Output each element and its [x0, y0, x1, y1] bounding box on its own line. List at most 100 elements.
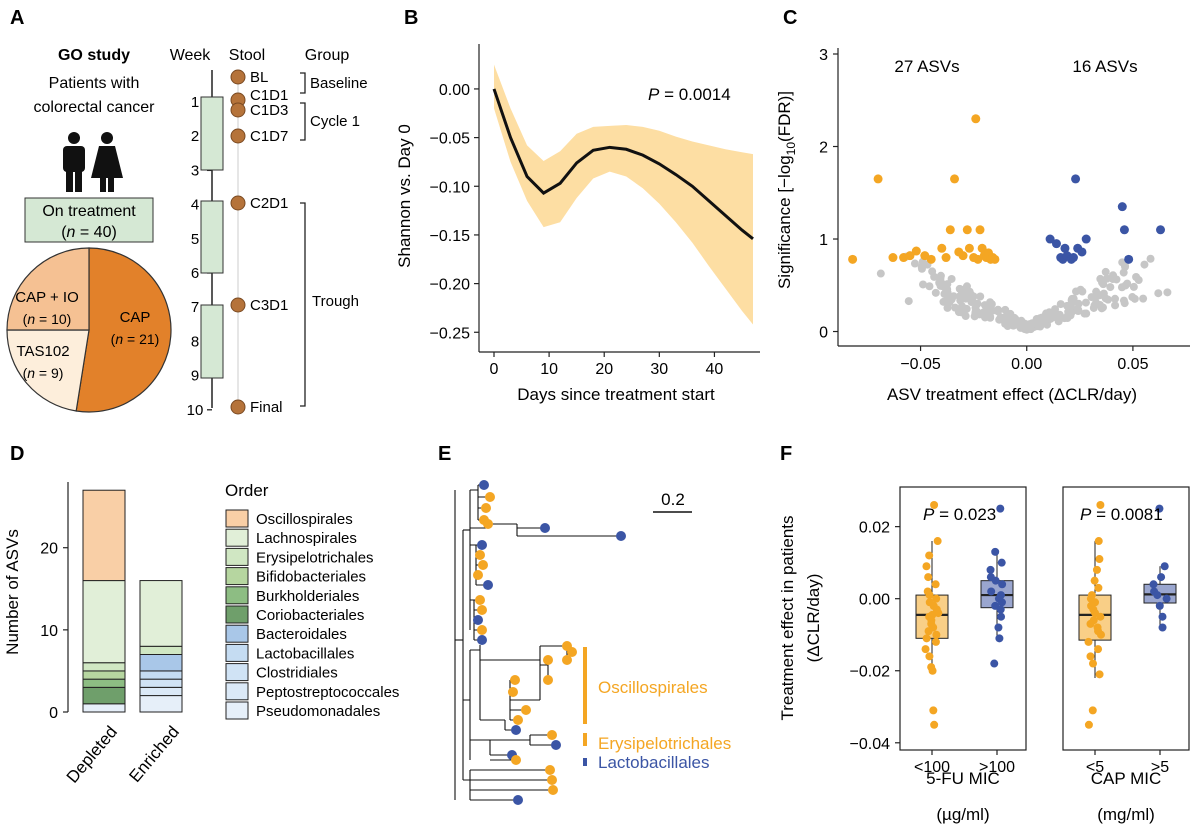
nonsignificant-point — [1101, 294, 1110, 303]
enriched-point — [1124, 254, 1134, 264]
depleted-point — [848, 254, 858, 264]
stool-sample — [230, 195, 246, 211]
week-label: 4 — [191, 197, 199, 214]
pie-slice-cap — [75, 247, 172, 413]
depleted-point — [958, 251, 968, 261]
data-point — [929, 706, 938, 715]
data-point — [932, 594, 941, 603]
tree-tip — [508, 687, 518, 697]
bar-segment — [139, 645, 183, 655]
y-tick-label: −0.02 — [850, 664, 891, 681]
bar-segment — [82, 662, 126, 672]
nonsignificant-point — [1109, 271, 1118, 280]
data-point — [1090, 576, 1099, 585]
nonsignificant-point — [957, 308, 966, 317]
axis-ticks: −0.05 0.00 0.05 0 1 2 3 — [819, 47, 1148, 373]
data-point — [921, 645, 930, 654]
tree-tip — [513, 795, 523, 805]
bar-segment — [139, 695, 183, 713]
nonsignificant-point — [1074, 299, 1083, 308]
data-point — [997, 612, 1006, 621]
y-tick-label: 0.02 — [859, 520, 890, 537]
enriched-point — [1156, 225, 1166, 235]
stool-sample — [230, 69, 246, 85]
data-point — [1097, 630, 1106, 639]
tree-tip — [521, 705, 531, 715]
clade-label-oscillospirales: Oscillospirales — [598, 678, 708, 697]
nonsignificant-point — [1056, 300, 1065, 309]
week-label: 6 — [191, 265, 199, 282]
nonsignificant-point — [973, 307, 982, 316]
pie-slice-cap-io — [6, 247, 90, 331]
panel-label-f: F — [780, 443, 792, 465]
y-tick-label: 10 — [40, 623, 58, 640]
data-point — [997, 558, 1006, 567]
data-point — [931, 637, 940, 646]
data-point — [924, 573, 933, 582]
stool-label: Final — [250, 399, 283, 416]
week-label: 10 — [187, 402, 204, 419]
nonsignificant-point — [943, 303, 952, 312]
enriched-asv-count: 16 ASVs — [1072, 57, 1137, 76]
nonsignificant-point — [1139, 294, 1148, 303]
enriched-point — [1077, 247, 1087, 257]
stacked-bar-chart: 0 10 20 — [40, 482, 183, 722]
data-point — [1158, 623, 1167, 632]
data-point — [1092, 565, 1101, 574]
data-point — [930, 720, 939, 729]
axis-ticks: 0 10 20 — [40, 541, 68, 722]
week-label: 2 — [191, 128, 199, 145]
depleted-point — [971, 114, 981, 124]
y-tick-label: 0.00 — [439, 82, 470, 99]
depleted-asv-count: 27 ASVs — [894, 57, 959, 76]
data-point — [1084, 720, 1093, 729]
x-tick-label: >100 — [979, 759, 1015, 776]
y-axis-label-b: Shannon vs. Day 0 — [395, 124, 414, 268]
bar-segment — [82, 703, 126, 713]
clade-label-erysipelotrichales: Erysipelotrichales — [598, 734, 731, 753]
data-point — [1084, 637, 1093, 646]
y-tick-label: 0 — [819, 325, 828, 342]
legend-label: Lactobacillales — [256, 645, 354, 662]
enriched-point — [1117, 202, 1127, 212]
depleted-point — [964, 243, 974, 253]
tree-tip — [483, 580, 493, 590]
week-label: 1 — [191, 94, 199, 111]
x-tick-label: 0.05 — [1117, 356, 1148, 373]
pie-label-cap: CAP — [120, 309, 151, 326]
y-tick-label: −0.20 — [430, 277, 471, 294]
nonsignificant-point — [1001, 312, 1010, 321]
tree-tip — [481, 503, 491, 513]
data-point — [1160, 562, 1169, 571]
x-tick-label: 40 — [706, 361, 724, 378]
bar-segment — [139, 670, 183, 680]
data-point — [998, 580, 1007, 589]
data-point — [986, 565, 995, 574]
nonsignificant-point — [1043, 309, 1052, 318]
bar-segment — [82, 686, 126, 705]
legend-label: Clostridiales — [256, 665, 338, 682]
tree-tip — [545, 765, 555, 775]
nonsignificant-point — [976, 292, 985, 301]
nonsignificant-point — [1111, 294, 1120, 303]
data-point — [1094, 537, 1103, 546]
tree-tip — [477, 635, 487, 645]
facet-frame — [899, 486, 1027, 751]
x-tick-label: 30 — [650, 361, 668, 378]
depleted-point — [888, 253, 898, 263]
pie-label-tas: TAS102 — [16, 343, 69, 360]
nonsignificant-point — [1082, 309, 1091, 318]
data-point — [931, 580, 940, 589]
nonsignificant-point — [943, 292, 952, 301]
nonsignificant-point — [936, 277, 945, 286]
patients-line-2: colorectal cancer — [34, 99, 156, 116]
data-point — [994, 623, 1003, 632]
nonsignificant-point — [925, 282, 934, 291]
shannon-line-chart: 0 10 20 30 40 0.00 −0.05 −0.10 −0.15 −0.20 −0.25 — [430, 44, 760, 378]
nonsignificant-point — [1081, 298, 1090, 307]
nonsignificant-point — [962, 286, 971, 295]
nonsignificant-point — [980, 301, 989, 310]
nonsignificant-point — [1063, 314, 1072, 323]
bars — [82, 489, 183, 713]
data-point — [991, 576, 1000, 585]
